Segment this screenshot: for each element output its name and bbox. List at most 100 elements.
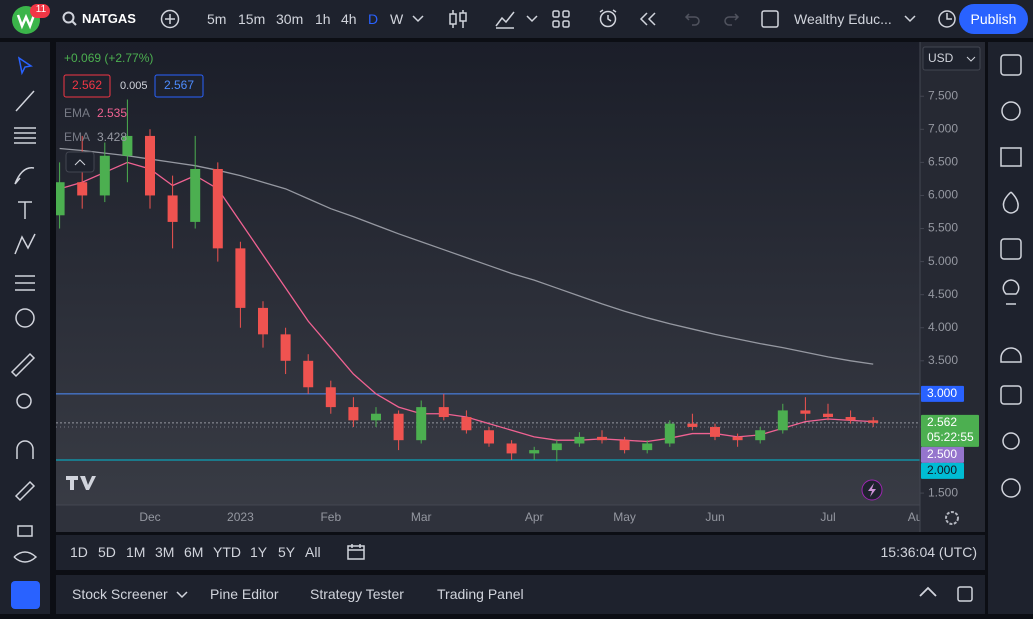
hide-tool[interactable] [13,551,38,563]
layout-checkbox[interactable] [760,9,780,29]
range-button[interactable]: 5Y [278,544,296,560]
legend-collapse[interactable] [65,151,95,173]
watchlist-icon[interactable] [1000,54,1022,76]
price-line-tag [921,385,964,402]
undo-button[interactable] [684,10,702,28]
date-range-icon[interactable] [346,543,366,561]
panel-tab[interactable]: Pine Editor [210,586,279,602]
trend-line-tool[interactable] [15,90,35,112]
candle-body [551,443,562,451]
magnet-tool[interactable] [16,440,34,459]
zoom-tool[interactable] [16,393,32,409]
candle-body [642,443,653,451]
indicators-button[interactable] [494,8,516,30]
candle-body [868,420,879,423]
candle-body [664,423,675,444]
range-button[interactable]: 1Y [250,544,268,560]
y-tick-label: 5.000 [928,254,958,268]
ideas-stream-icon[interactable] [1002,279,1020,305]
search-icon[interactable] [62,11,78,27]
drawing-mode-tool[interactable] [14,480,36,502]
measure-tool[interactable] [10,352,36,378]
price-tag-label: 2.500 [927,447,957,461]
interval-button[interactable]: W [390,11,404,27]
panel-tab[interactable]: Stock Screener [72,586,168,602]
messages-icon[interactable] [1000,385,1022,405]
restore-panel[interactable] [955,584,975,604]
replay-button[interactable] [638,10,658,28]
candle-body [212,168,223,249]
x-tick-label: 2023 [227,510,254,524]
chats-icon[interactable] [1000,347,1022,363]
price-line-label: 3.000 [927,386,957,400]
candle-body [348,407,359,421]
panel-tab[interactable]: Trading Panel [437,586,524,602]
ask-label: 2.567 [164,78,194,92]
chart-type-button[interactable] [448,8,468,30]
layout-name[interactable]: Wealthy Educ... [794,11,892,27]
y-tick-label: 6.000 [928,188,958,202]
layout-button[interactable] [552,10,570,28]
ideas-icon[interactable] [1002,191,1019,214]
range-button[interactable]: 3M [155,544,175,560]
compare-button[interactable] [160,9,180,29]
alerts-icon[interactable] [1001,101,1021,121]
cursor-tool[interactable] [17,56,33,76]
y-tick-label: 7.500 [928,88,958,102]
candle-body [845,417,856,421]
link-tool[interactable] [11,581,40,609]
interval-button[interactable]: 5m [207,11,227,27]
hotlists-icon[interactable] [1000,147,1022,167]
publish-button[interactable] [959,4,1028,34]
fib-tool[interactable] [14,127,36,144]
candle-body [619,440,630,451]
countdown: 05:22:55 [927,430,974,444]
screener-dropdown[interactable] [176,590,188,600]
layout-dropdown[interactable] [904,14,916,24]
candle-body [416,407,427,441]
range-button[interactable]: 6M [184,544,204,560]
candle-body [393,413,404,441]
range-button[interactable]: 5D [98,544,116,560]
range-bar: 1D 5D 1M 3M 6M YTD 1Y 5Y All 15:36:04 (UTC) [56,535,985,570]
right-sidebar [988,42,1033,614]
alert-button[interactable] [598,8,620,30]
brush-tool[interactable] [14,167,35,185]
panel-tab[interactable]: Strategy Tester [310,586,404,602]
help-icon[interactable] [1002,432,1020,450]
icon-tool[interactable] [15,308,35,328]
pattern-tool[interactable] [14,233,36,255]
left-toolbar [0,42,50,614]
candle-body [190,168,201,222]
quick-search[interactable] [936,8,958,30]
candle-body [99,155,110,196]
interval-button[interactable]: 4h [341,11,357,27]
range-button[interactable]: YTD [213,544,241,560]
streams-icon[interactable] [1001,478,1021,498]
bottom-panel: Stock Screener Pine Editor Strategy Tester… [56,575,985,614]
avatar[interactable] [10,4,52,36]
indicators-dropdown[interactable] [526,14,538,24]
range-button[interactable]: All [305,544,321,560]
prediction-tool[interactable] [15,275,35,291]
interval-button[interactable]: 15m [238,11,266,27]
calendar-icon[interactable] [1000,238,1022,260]
lock-tool[interactable] [17,525,33,537]
range-button[interactable]: 1M [126,544,146,560]
candle-body [145,135,155,196]
y-tick-label: 4.000 [928,320,958,334]
settings-gear[interactable] [945,511,959,525]
interval-button[interactable]: D [368,11,379,27]
publish-label[interactable]: Publish [970,11,1017,27]
x-tick-label: Dec [139,510,160,524]
redo-button[interactable] [722,10,740,28]
interval-dropdown[interactable] [412,14,424,24]
range-button[interactable]: 1D [70,544,88,560]
symbol[interactable]: NATGAS [82,11,136,26]
interval-button[interactable]: 30m [276,11,304,27]
maximize-panel[interactable] [918,585,938,599]
text-tool[interactable] [18,201,32,219]
interval-button[interactable]: 1h [315,11,331,27]
clock[interactable]: 15:36:04 (UTC) [880,544,977,560]
candle-body [710,426,720,437]
